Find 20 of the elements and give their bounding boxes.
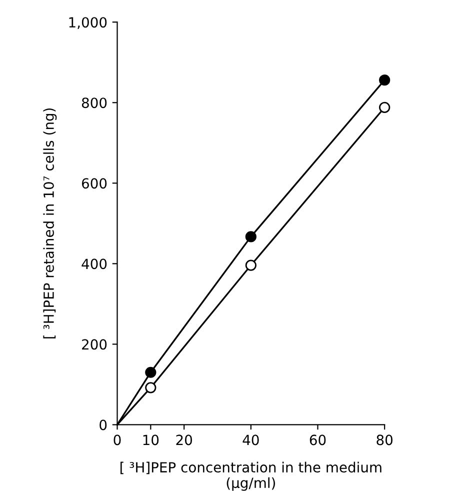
x-tick-label: 60 [310, 434, 326, 446]
x-tick-label: 40 [242, 434, 259, 446]
y-tick-label: 800 [82, 98, 107, 108]
point [145, 366, 156, 378]
y-tick-label: 400 [82, 258, 107, 270]
x-tick-label: 10 [143, 434, 159, 446]
y-axis-title: [ ³H]PEP retained in 10⁷ cells (ng) [43, 108, 57, 338]
x-tick-label: 80 [376, 434, 392, 446]
x-tick-label: 0 [114, 434, 121, 446]
point [245, 260, 256, 271]
y-tick-label: 1,000 [69, 17, 107, 29]
y-tick-label: 0 [100, 420, 107, 430]
x-tick-label: 20 [176, 434, 192, 446]
point [145, 382, 156, 394]
point [245, 231, 256, 242]
point [379, 102, 390, 114]
y-tick-label: 200 [82, 339, 107, 350]
x-axis-title: [ ³H]PEP concentration in the medium (μg/ml) [120, 462, 382, 491]
y-tick-label: 600 [82, 178, 107, 189]
point [379, 74, 390, 86]
